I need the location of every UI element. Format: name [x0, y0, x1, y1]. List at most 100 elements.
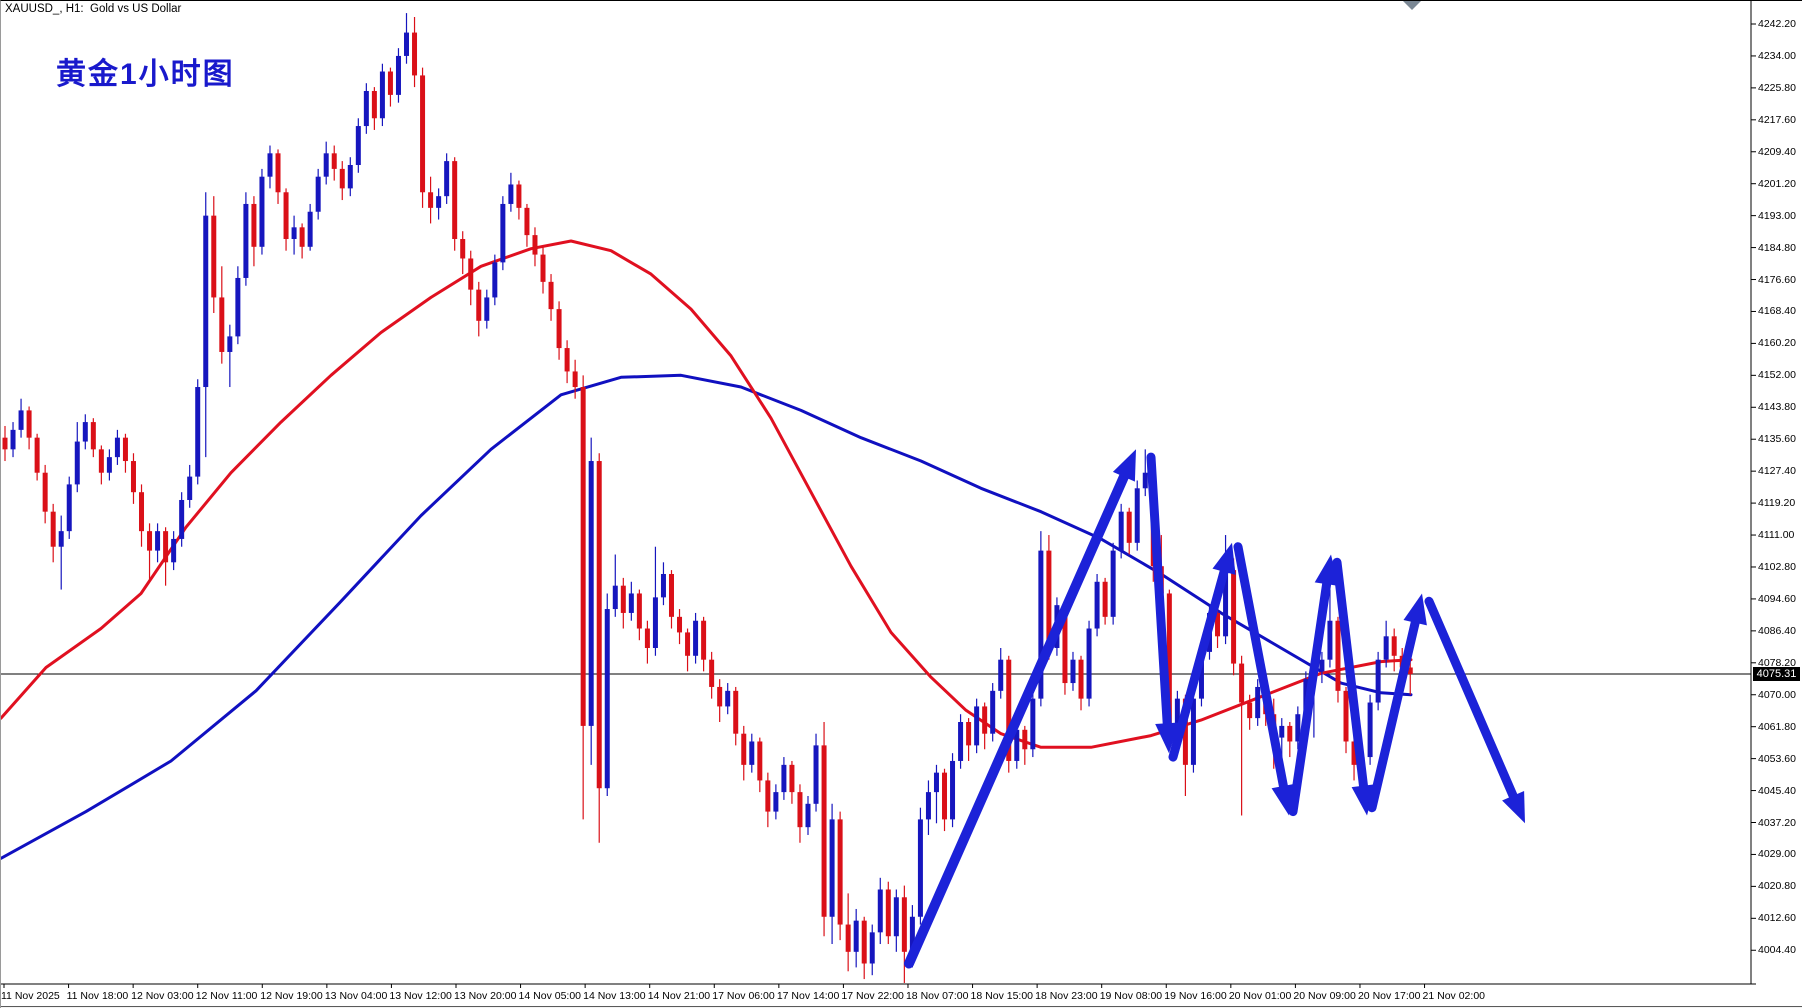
candle-body — [1223, 570, 1229, 637]
window-splitter[interactable] — [1, 1006, 1802, 1008]
candle-body — [347, 165, 353, 189]
trend-arrow-shaft[interactable] — [1233, 542, 1290, 799]
candle-body — [612, 585, 618, 610]
candle-body — [291, 227, 297, 240]
candle-body — [339, 168, 345, 189]
time-axis-label: 17 Nov 22:00 — [841, 990, 904, 1002]
trend-arrow-shaft[interactable] — [1168, 559, 1231, 762]
candle-body — [652, 597, 658, 648]
candle-body — [203, 215, 209, 388]
candle-body — [974, 706, 980, 746]
time-axis-label: 12 Nov 03:00 — [131, 990, 194, 1002]
price-axis-label: 4143.80 — [1758, 401, 1796, 414]
trend-arrow-shaft[interactable] — [1288, 571, 1333, 817]
candle-body — [805, 803, 811, 828]
candle-body — [82, 422, 88, 442]
trend-arrow-head[interactable] — [1502, 791, 1525, 824]
price-axis-label: 4004.40 — [1758, 944, 1796, 957]
price-axis-label: 4045.40 — [1758, 784, 1796, 797]
candle-body — [644, 628, 650, 648]
candle-body — [195, 387, 201, 477]
trend-arrow-shaft[interactable] — [1146, 452, 1173, 736]
candle-body — [179, 499, 185, 539]
candle-body — [114, 437, 120, 458]
candle-body — [660, 573, 666, 598]
candle-body — [58, 531, 64, 547]
candle-body — [1038, 550, 1044, 699]
trend-arrow-shaft[interactable] — [904, 464, 1133, 969]
candle-body — [1086, 628, 1092, 699]
candle-body — [1126, 511, 1132, 543]
time-axis-label: 14 Nov 21:00 — [647, 990, 711, 1002]
candle-body — [869, 932, 875, 964]
trend-arrow-head[interactable] — [1351, 784, 1376, 816]
trend-arrow-shaft[interactable] — [1424, 596, 1521, 808]
price-axis-label: 4184.80 — [1758, 241, 1796, 254]
candle-body — [628, 593, 634, 613]
chart-caption-text-object[interactable]: 黄金1小时图 — [56, 58, 235, 91]
candle-body — [1030, 698, 1036, 750]
time-axis-label: 14 Nov 13:00 — [583, 990, 646, 1002]
price-axis-label: 4201.20 — [1758, 177, 1796, 190]
candle-body — [1198, 651, 1204, 699]
trend-arrow-head[interactable] — [1403, 593, 1427, 626]
candle-body — [444, 161, 450, 197]
candle-body — [749, 741, 755, 765]
price-axis-label: 4012.60 — [1758, 912, 1796, 925]
candle-body — [267, 153, 273, 177]
candle-body — [893, 897, 899, 937]
time-axis-label: 13 Nov 20:00 — [453, 990, 517, 1002]
candle-body — [821, 745, 827, 917]
trend-arrow-shaft[interactable] — [1367, 610, 1422, 813]
candle-body — [106, 457, 112, 473]
ma-red-line[interactable] — [1, 239, 1413, 749]
candle-body — [733, 690, 739, 734]
candle-body — [163, 531, 169, 563]
candle-body — [933, 772, 939, 793]
trend-arrow-head[interactable] — [1155, 722, 1180, 754]
candle-body — [1046, 550, 1052, 648]
candle-body — [315, 176, 321, 212]
time-axis-label: 13 Nov 12:00 — [389, 990, 452, 1002]
trend-arrow-shaft[interactable] — [1332, 557, 1369, 799]
price-axis-label: 4053.60 — [1758, 752, 1796, 765]
candle-body — [556, 309, 562, 349]
price-axis-label: 4209.40 — [1758, 145, 1796, 158]
candle-body — [588, 461, 594, 726]
candle-body — [275, 153, 281, 193]
candle-body — [1343, 690, 1349, 742]
candle-body — [130, 461, 136, 493]
candle-body — [387, 71, 393, 95]
trend-arrow-head[interactable] — [1212, 542, 1236, 575]
price-axis-label: 4127.40 — [1758, 465, 1796, 478]
candle-body — [1022, 729, 1028, 750]
ma-blue-line[interactable] — [1, 373, 1413, 860]
price-axis-label: 4217.60 — [1758, 113, 1796, 126]
candle-body — [460, 239, 466, 259]
candle-body — [379, 71, 385, 119]
price-axis-label: 4094.60 — [1758, 592, 1796, 605]
candle-body — [845, 924, 851, 952]
candle-body — [998, 659, 1004, 691]
candle-body — [765, 780, 771, 812]
candle-body — [34, 437, 40, 473]
price-axis-label: 4029.00 — [1758, 848, 1796, 861]
symbol-title: XAUUSD_, H1: Gold vs US Dollar — [5, 3, 182, 15]
candle-body — [701, 620, 707, 660]
candle-body — [1327, 620, 1333, 660]
candle-body — [901, 897, 907, 952]
candle-body — [1215, 612, 1221, 637]
price-axis-label: 4193.00 — [1758, 209, 1796, 222]
price-axis-label: 4242.20 — [1758, 18, 1796, 30]
trend-arrow-head[interactable] — [1112, 449, 1136, 482]
chart-shift-marker-icon[interactable] — [1403, 1, 1421, 10]
candle-body — [1335, 620, 1341, 691]
time-axis-label: 18 Nov 07:00 — [905, 990, 969, 1002]
candle-body — [781, 764, 787, 793]
candle-body — [10, 429, 16, 450]
candle-body — [950, 760, 956, 820]
candle-body — [925, 792, 931, 820]
candle-body — [147, 531, 153, 551]
candle-body — [564, 348, 570, 372]
